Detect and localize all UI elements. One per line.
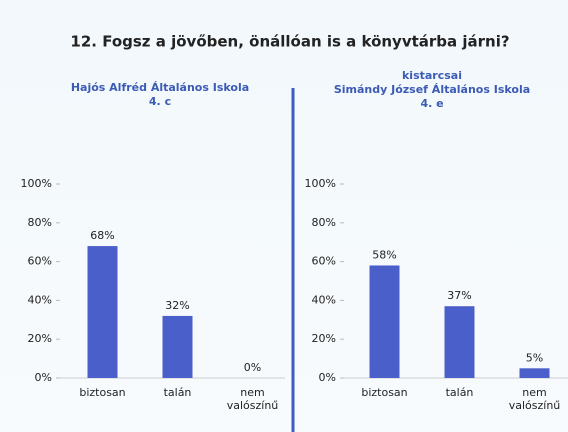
value-label: 0%	[244, 361, 261, 374]
page-title: 12. Fogsz a jövőben, önállóan is a könyv…	[70, 33, 509, 51]
x-tick-label-box: biztosan	[79, 386, 126, 399]
x-tick-label-box: biztosan	[361, 386, 408, 399]
value-label: 32%	[165, 299, 189, 312]
x-tick-label: biztosan	[79, 386, 126, 399]
x-tick-label-box: nem valószínű	[508, 386, 561, 412]
bar	[519, 368, 550, 378]
y-tick-label: 60%	[312, 255, 336, 268]
chart-title: Simándy József Általános Iskola	[334, 83, 530, 96]
y-tick-label: 60%	[28, 255, 52, 268]
x-tick-label-box: talán	[445, 386, 474, 399]
chart-title: kistarcsai	[402, 69, 462, 82]
bar	[162, 315, 193, 378]
value-label: 58%	[372, 248, 396, 261]
value-label: 37%	[447, 289, 471, 302]
value-label: 68%	[90, 229, 114, 242]
bar	[87, 246, 118, 378]
x-tick-label: talán	[163, 386, 192, 399]
bar	[444, 306, 475, 378]
y-tick-label: 100%	[21, 177, 52, 190]
x-tick-label: biztosan	[361, 386, 408, 399]
y-tick-label: 80%	[28, 216, 52, 229]
y-tick-label: 80%	[312, 216, 336, 229]
y-tick-label: 40%	[312, 293, 336, 306]
value-label: 5%	[526, 351, 543, 364]
x-tick-label-box: talán	[163, 386, 192, 399]
chart-title: 4. e	[420, 97, 443, 110]
x-tick-label: nem valószínű	[508, 386, 561, 412]
y-tick-label: 100%	[305, 177, 336, 190]
x-tick-label: talán	[445, 386, 474, 399]
y-tick-label: 0%	[35, 371, 52, 384]
chart-title: 4. c	[149, 95, 171, 108]
x-tick-label: nem valószínű	[226, 386, 279, 412]
bar	[369, 265, 400, 378]
chart-title: Hajós Alfréd Általános Iskola	[71, 81, 249, 94]
y-tick-label: 40%	[28, 293, 52, 306]
y-tick-label: 20%	[28, 332, 52, 345]
x-tick-label-box: nem valószínű	[226, 386, 279, 412]
y-tick-label: 20%	[312, 332, 336, 345]
y-tick-label: 0%	[319, 371, 336, 384]
